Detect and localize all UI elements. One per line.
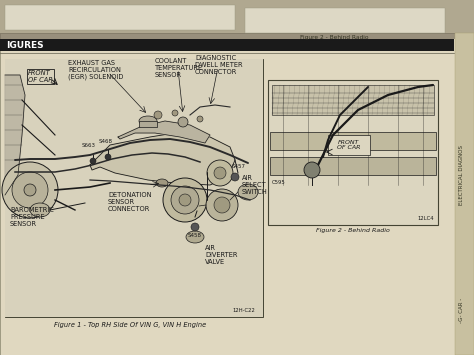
Bar [272,85,434,115]
Text: -G- CAR -: -G- CAR - [459,297,465,323]
Circle shape [304,162,320,178]
Circle shape [206,189,238,221]
Text: AIR
DIVERTER
VALVE: AIR DIVERTER VALVE [205,245,237,265]
Circle shape [191,223,199,231]
Circle shape [12,172,48,208]
Circle shape [197,116,203,122]
Text: S457: S457 [232,164,246,169]
Ellipse shape [238,184,258,200]
Text: COOLANT
TEMPERATURE
SENSOR: COOLANT TEMPERATURE SENSOR [155,58,203,78]
Bar [5,5,235,30]
Text: 12H-C22: 12H-C22 [232,308,255,313]
Bar [0,0,474,35]
Bar [328,135,370,155]
Text: DIAGNOSTIC
DWELL METER
CONNECTOR: DIAGNOSTIC DWELL METER CONNECTOR [195,55,243,75]
Text: IGURES: IGURES [6,40,44,49]
Text: Figure 2 - Behind Radio: Figure 2 - Behind Radio [316,228,390,233]
Polygon shape [5,75,25,195]
Ellipse shape [156,179,168,187]
Bar [139,121,157,127]
Circle shape [105,154,111,160]
Bar [268,80,438,225]
Text: S458: S458 [188,233,202,238]
Circle shape [214,167,226,179]
Circle shape [154,111,162,119]
Circle shape [2,162,58,218]
Bar [270,132,436,150]
Text: AIR
SELECT
SWITCH: AIR SELECT SWITCH [242,175,268,195]
Ellipse shape [30,203,50,217]
Circle shape [172,110,178,116]
Bar [455,33,474,355]
Polygon shape [90,133,235,185]
Bar [0,33,474,39]
Text: EXHAUST GAS
RECIRCULATION
(EGR) SOLENOID: EXHAUST GAS RECIRCULATION (EGR) SOLENOID [68,60,123,81]
Text: ELECTRICAL DIAGNOS: ELECTRICAL DIAGNOS [459,145,465,205]
Circle shape [231,173,239,181]
Text: S663: S663 [82,143,96,148]
Circle shape [163,178,207,222]
Polygon shape [118,121,210,143]
Bar [5,59,263,317]
Text: FRONT
OF CAR: FRONT OF CAR [28,70,53,83]
Ellipse shape [186,231,204,243]
Text: Figure 2 - Behind Radio: Figure 2 - Behind Radio [300,36,368,40]
Text: S468: S468 [99,139,113,144]
Bar [270,157,436,175]
Text: FRONT
OF CAR: FRONT OF CAR [337,140,361,151]
Circle shape [24,184,36,196]
Text: C595: C595 [272,180,286,185]
Text: DETONATION
SENSOR
CONNECTOR: DETONATION SENSOR CONNECTOR [108,192,152,212]
Circle shape [171,186,199,214]
Circle shape [178,117,188,127]
Ellipse shape [139,116,157,126]
Bar [5,59,263,317]
Bar [245,8,445,33]
Text: Figure 1 - Top RH Side Of VIN G, VIN H Engine: Figure 1 - Top RH Side Of VIN G, VIN H E… [54,322,206,328]
Text: 12LC4: 12LC4 [418,216,434,221]
Circle shape [90,158,96,164]
Circle shape [179,194,191,206]
Bar [0,39,454,51]
Text: BAROMETRIC
PRESSURE
SENSOR: BAROMETRIC PRESSURE SENSOR [10,207,54,227]
Circle shape [214,197,230,213]
Circle shape [207,160,233,186]
